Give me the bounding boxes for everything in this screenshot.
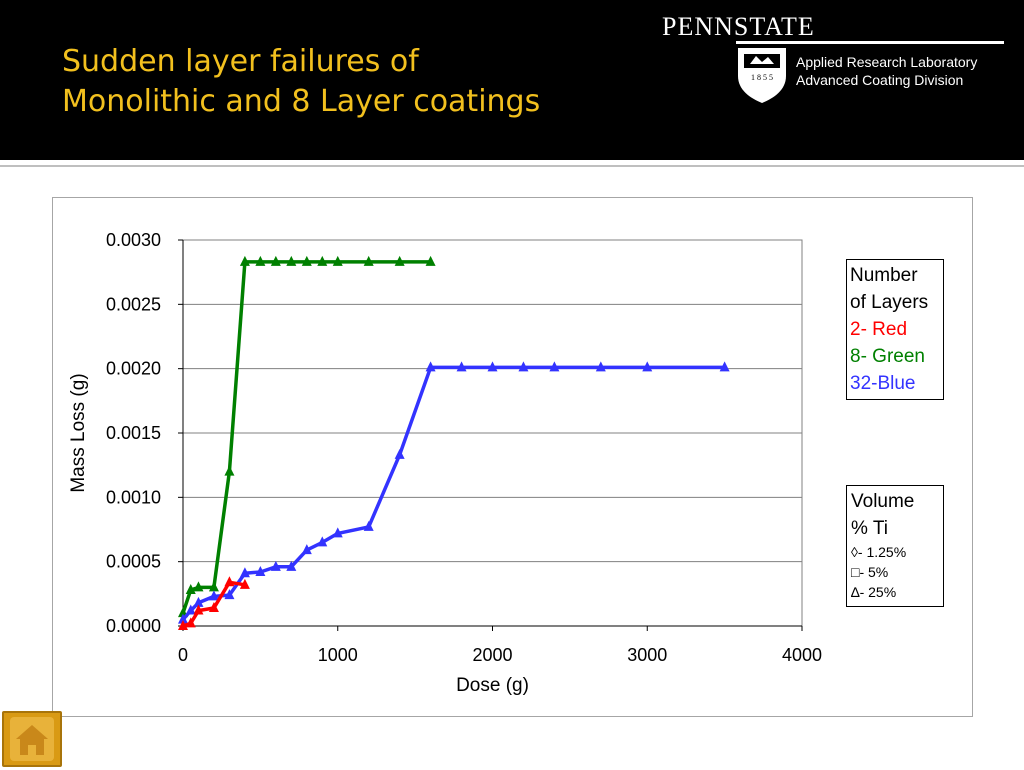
x-axis-label: Dose (g) [456,675,529,696]
slide-header: Sudden layer failures of Monolithic and … [0,0,1024,160]
legend-ti-heading2: % Ti [851,518,888,539]
data-point [286,560,297,571]
data-point [239,255,250,266]
y-tick-label: 0.0015 [106,423,161,443]
x-tick-label: 1000 [318,645,358,665]
x-tick-label: 0 [178,645,188,665]
data-point [185,583,196,594]
data-point [270,560,281,571]
x-tick-label: 4000 [782,645,822,665]
data-point [317,255,328,266]
data-point [239,578,250,589]
data-point [595,361,606,372]
y-axis-ticks: 0.0000 0.0005 0.0010 0.0015 0.0020 0.0025 0.00… [106,230,184,636]
x-tick-label: 3000 [627,645,667,665]
data-point [178,620,188,630]
y-tick-label: 0.0010 [106,487,161,507]
data-point [301,544,312,555]
lab-name: Applied Research Laboratory Advanced Coa… [796,53,977,89]
data-point [178,613,188,624]
data-point [394,448,405,459]
legend-ti-heading1: Volume [851,491,915,512]
series-0 [178,255,436,618]
legend-green: 8- Green [850,346,925,367]
home-button[interactable] [2,711,62,767]
data-point [255,255,266,266]
legend-layers-heading2: of Layers [850,292,929,313]
data-point [425,361,436,372]
penn-state-logo: PENNSTATE [662,12,815,41]
legend-layers: Number of Layers 2- Red 8- Green 32-Blue [846,259,944,400]
slide-title-line2: Monolithic and 8 Layer coatings [62,84,541,119]
data-point [719,361,730,372]
data-point [363,520,374,531]
data-point [224,576,235,587]
data-point [642,361,653,372]
data-point [549,361,560,372]
data-point [425,255,436,266]
data-point [193,596,204,607]
y-tick-label: 0.0000 [106,616,161,636]
data-point [286,255,297,266]
data-point [394,255,405,266]
legend-volume-ti: Volume % Ti ◊- 1.25% □- 5% ∆- 25% [846,485,944,607]
data-point [317,536,328,547]
y-tick-label: 0.0025 [106,294,161,314]
data-point [239,567,250,578]
data-point [332,527,343,538]
x-tick-label: 2000 [472,645,512,665]
home-icon [10,717,54,761]
data-point [224,589,235,600]
slide-title-line1: Sudden layer failures of [62,44,419,79]
lab-line1: Applied Research Laboratory [796,54,978,70]
data-point [270,255,281,266]
series-group [178,255,730,630]
legend-ti-triangle: ∆- 25% [851,584,897,600]
y-axis-label: Mass Loss (g) [68,373,89,492]
shield-year: 1 8 5 5 [751,73,773,82]
data-point [487,361,498,372]
data-point [193,581,204,592]
series-2 [178,576,250,630]
x-axis-ticks: 0 1000 2000 3000 4000 [178,625,822,665]
y-tick-label: 0.0005 [106,552,161,572]
data-point [301,255,312,266]
legend-blue: 32-Blue [850,373,916,394]
data-point [224,465,235,476]
legend-ti-square: □- 5% [851,564,889,580]
legend-ti-diamond: ◊- 1.25% [851,544,907,560]
logo-divider [736,41,1004,44]
header-rule [0,160,1024,164]
data-point [185,617,196,628]
data-point [185,604,196,615]
data-point [208,590,219,601]
data-point [456,361,467,372]
data-point [208,601,219,612]
data-point [255,565,266,576]
slide-title: Sudden layer failures of Monolithic and … [62,42,540,122]
header-rule-shadow [0,165,1024,167]
penn-state-shield-icon: 1 8 5 5 [738,48,786,103]
data-point [518,361,529,372]
legend-red: 2- Red [850,319,908,340]
data-point [208,581,219,592]
lab-line2: Advanced Coating Division [796,72,964,88]
y-tick-label: 0.0030 [106,230,161,250]
data-point [332,255,343,266]
data-point [363,255,374,266]
y-tick-label: 0.0020 [106,359,161,379]
data-point [193,604,204,615]
legend-layers-heading1: Number [850,265,918,286]
